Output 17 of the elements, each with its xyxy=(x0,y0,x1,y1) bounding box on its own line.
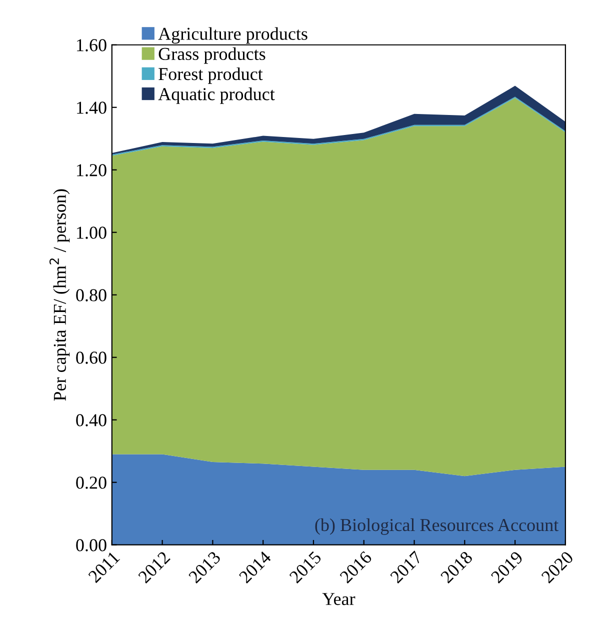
y-tick-label: 0.40 xyxy=(76,414,106,426)
y-tick-label: 0.80 xyxy=(76,289,106,302)
y-tick-label: 1.60 xyxy=(77,39,106,52)
x-tick-label: 2011 xyxy=(88,550,120,584)
y-tick-label: 0.60 xyxy=(76,352,106,364)
legend-label: Aquatic product xyxy=(158,88,275,104)
y-tick-label: 1.40 xyxy=(77,102,106,114)
y-axis-title: Per capita EF/ (hm$^{2}$ / person) xyxy=(49,189,70,401)
y-tick-label: 1.00 xyxy=(77,226,106,239)
legend-label: Agriculture products xyxy=(158,27,308,44)
legend-label: Grass products xyxy=(158,47,266,64)
y-tick-label: 0.20 xyxy=(76,476,106,489)
y-tick-label: 0.00 xyxy=(76,539,106,552)
annotation: (b) Biological Resources Account xyxy=(315,518,559,535)
x-axis-title: Year xyxy=(322,593,356,606)
legend-label: Forest product xyxy=(158,67,263,84)
y-tick-label: 1.20 xyxy=(77,164,106,176)
